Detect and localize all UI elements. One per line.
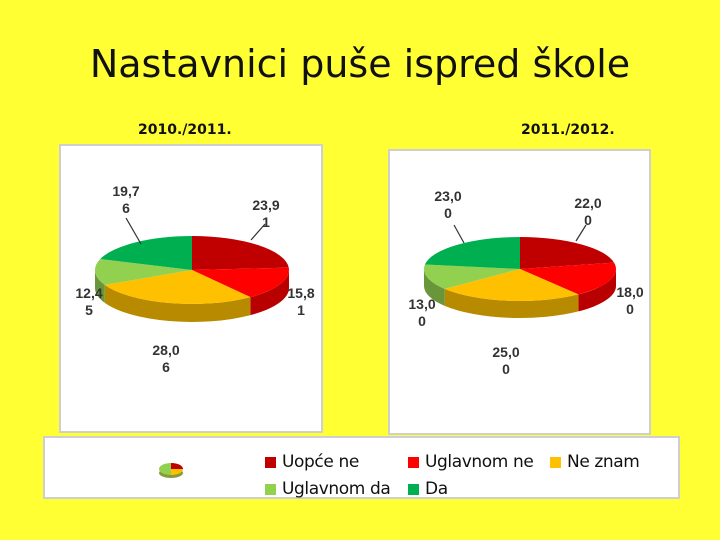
- pie-chart-2011: 22,0 0 18,0 0 25,0 0 13,0 0 23,0 0: [408, 188, 643, 377]
- legend-label: Ne znam: [567, 452, 640, 472]
- pie-slice-da: [424, 237, 520, 269]
- pie-slice-uglavnom-ne: [520, 262, 616, 295]
- pie-chart-panel-2011: 22,0 0 18,0 0 25,0 0 13,0 0 23,0 0: [388, 149, 651, 435]
- data-label: 13,0 0: [408, 296, 435, 329]
- legend-label: Uopće ne: [282, 452, 359, 472]
- pie-slice-side: [578, 269, 616, 312]
- legend-label: Uglavnom da: [282, 479, 391, 499]
- legend-swatch: [265, 483, 276, 495]
- pie-chart-2010: 23,9 1 15,8 1 28,0 6 12,4 5 19,7 6: [75, 183, 314, 375]
- legend-item-uglavnom-da: Uglavnom da: [265, 479, 391, 499]
- pie-slice-side: [444, 288, 579, 318]
- legend-item-uopce-ne: Uopće ne: [265, 452, 359, 472]
- pie-slice-ne-znam: [104, 270, 251, 304]
- pie-slice-uglavnom-da: [95, 259, 192, 285]
- pie-slice-side: [424, 269, 445, 306]
- leader-line: [453, 224, 465, 244]
- legend-swatch: [408, 483, 419, 495]
- pie-slice-uopće-ne: [192, 236, 289, 270]
- pie-slice-uglavnom-ne: [192, 267, 289, 298]
- slide-title: Nastavnici puše ispred škole: [89, 42, 631, 86]
- pie-slice-side: [104, 284, 251, 322]
- pie-chart-panel-2010: 23,9 1 15,8 1 28,0 6 12,4 5 19,7 6: [59, 144, 323, 433]
- pie-side-walls: [424, 269, 616, 318]
- pie-slice-ne-znam: [444, 269, 579, 301]
- legend-swatch: [550, 456, 561, 468]
- data-label: 28,0 6: [152, 342, 179, 375]
- data-label: 23,0 0: [434, 188, 461, 221]
- chart-title-2010: 2010./2011.: [138, 122, 232, 138]
- chart-legend: Uopće ne Uglavnom ne Ne znam Uglavnom da…: [43, 436, 680, 499]
- pie-slice-side: [95, 270, 105, 303]
- leader-line: [575, 224, 587, 242]
- pie-slice-side: [250, 270, 289, 316]
- pie-slice-uopće-ne: [520, 237, 615, 269]
- data-label: 22,0 0: [574, 195, 601, 228]
- chart-title-2011: 2011./2012.: [521, 122, 615, 138]
- data-label: 12,4 5: [75, 285, 102, 318]
- legend-label: Uglavnom ne: [425, 452, 534, 472]
- mini-pie-icon: [159, 463, 183, 478]
- legend-swatch: [408, 456, 419, 468]
- legend-item-ne-znam: Ne znam: [550, 452, 640, 472]
- data-label: 23,9 1: [252, 197, 279, 230]
- legend-item-da: Da: [408, 479, 448, 499]
- legend-item-uglavnom-ne: Uglavnom ne: [408, 452, 534, 472]
- data-label: 18,0 0: [616, 284, 643, 317]
- data-label: 25,0 0: [492, 344, 519, 377]
- leader-line: [125, 217, 142, 245]
- legend-swatch: [265, 456, 276, 468]
- leader-line: [250, 223, 266, 241]
- pie-side-walls: [95, 270, 289, 322]
- data-label: 19,7 6: [112, 183, 139, 216]
- data-label: 15,8 1: [287, 285, 314, 318]
- pie-slice-uglavnom-da: [424, 264, 520, 289]
- pie-slice-da: [100, 236, 192, 270]
- legend-label: Da: [425, 479, 448, 499]
